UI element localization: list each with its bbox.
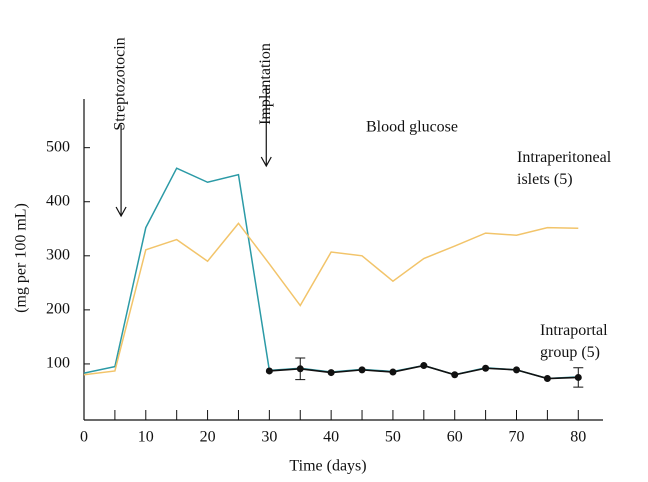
x-tick-label: 60 bbox=[447, 429, 463, 446]
series-label: Intraportal bbox=[540, 322, 608, 339]
data-point bbox=[543, 375, 551, 383]
chart-title: Blood glucose bbox=[366, 119, 458, 136]
series-line bbox=[83, 167, 579, 380]
data-point bbox=[389, 368, 397, 376]
y-tick-label: 100 bbox=[46, 355, 70, 372]
annotation-arrowhead bbox=[115, 206, 127, 218]
series-line bbox=[83, 222, 579, 376]
series-label: Intraperitoneal bbox=[517, 149, 612, 166]
series-label: islets (5) bbox=[517, 171, 573, 188]
data-point bbox=[265, 367, 273, 375]
x-tick-label: 20 bbox=[200, 429, 216, 446]
x-tick-label: 30 bbox=[261, 429, 277, 446]
data-point bbox=[482, 364, 490, 372]
x-tick-label: 0 bbox=[80, 429, 88, 446]
data-point bbox=[296, 365, 304, 373]
x-axis-label: Time (days) bbox=[289, 458, 366, 475]
data-point bbox=[327, 369, 335, 377]
data-point bbox=[451, 371, 459, 379]
data-point bbox=[358, 366, 366, 374]
annotation-arrowhead bbox=[260, 156, 272, 168]
data-point bbox=[513, 366, 520, 374]
x-tick-label: 70 bbox=[509, 429, 525, 446]
y-axis-label: (mg per 100 mL) bbox=[13, 203, 30, 313]
x-tick-label: 80 bbox=[570, 429, 586, 446]
data-point bbox=[420, 362, 428, 370]
series-label: group (5) bbox=[540, 344, 600, 361]
y-tick-label: 500 bbox=[46, 138, 70, 155]
y-tick-label: 200 bbox=[46, 301, 70, 318]
y-tick-label: 400 bbox=[46, 192, 70, 209]
y-tick-label: 300 bbox=[46, 246, 70, 263]
data-point bbox=[574, 373, 582, 381]
x-tick-label: 40 bbox=[323, 429, 339, 446]
annotation: Streptozotocin bbox=[112, 37, 129, 130]
annotation: Implantation bbox=[257, 43, 274, 125]
x-tick-label: 10 bbox=[138, 429, 154, 446]
x-tick-label: 50 bbox=[385, 429, 401, 446]
